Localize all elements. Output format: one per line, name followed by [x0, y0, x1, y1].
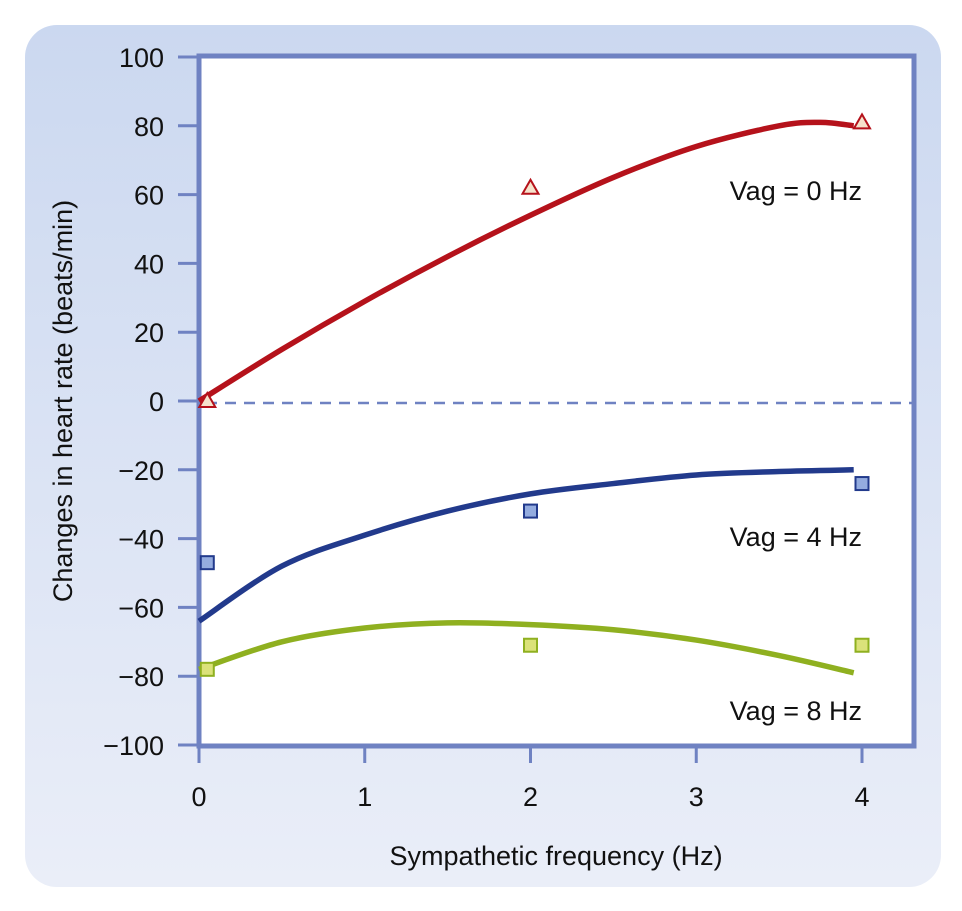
annotation-vag-8: Vag = 8 Hz — [730, 696, 862, 726]
y-axis: 100 80 60 40 20 0 −20 −40 −60 −80 −100 — [103, 43, 199, 761]
x-tick-label: 4 — [854, 782, 869, 812]
marker-vag-0hz — [520, 177, 541, 195]
y-tick-label: 40 — [134, 249, 164, 279]
y-tick-label: 100 — [119, 43, 164, 73]
curve-vag-8hz — [198, 619, 855, 676]
x-tick-label: 3 — [689, 782, 704, 812]
x-tick-label: 0 — [191, 782, 206, 812]
y-tick-label: −40 — [118, 525, 164, 555]
series-curves — [197, 119, 855, 676]
y-tick-label: −20 — [118, 456, 164, 486]
annotation-vag-4: Vag = 4 Hz — [730, 522, 862, 552]
marker-vag-8hz — [854, 637, 870, 653]
marker-vag-0hz — [197, 390, 218, 408]
marker-vag-0hz — [852, 112, 872, 130]
y-tick-label: 60 — [134, 181, 164, 211]
marker-vag-4hz — [199, 555, 215, 571]
x-tick-label: 1 — [357, 782, 372, 812]
y-tick-label: 20 — [134, 318, 164, 348]
y-tick-label: −80 — [118, 662, 164, 692]
y-tick-label: 80 — [134, 112, 164, 142]
x-tick-label: 2 — [523, 782, 538, 812]
marker-vag-4hz — [854, 476, 870, 492]
y-tick-label: 0 — [149, 387, 164, 417]
annotation-vag-0: Vag = 0 Hz — [730, 176, 862, 206]
series-markers — [197, 112, 872, 677]
curve-vag-4hz — [197, 467, 854, 624]
x-axis: 0 1 2 3 4 — [191, 748, 870, 812]
marker-vag-8hz — [199, 661, 215, 677]
marker-vag-4hz — [523, 503, 538, 519]
plot-area — [196, 53, 917, 749]
x-axis-label: Sympathetic frequency (Hz) — [389, 841, 722, 871]
y-tick-label: −60 — [118, 593, 164, 623]
y-axis-label: Changes in heart rate (beats/min) — [48, 200, 78, 602]
y-tick-label: −100 — [103, 731, 164, 761]
curve-vag-0hz — [197, 119, 855, 404]
marker-vag-8hz — [523, 637, 538, 653]
